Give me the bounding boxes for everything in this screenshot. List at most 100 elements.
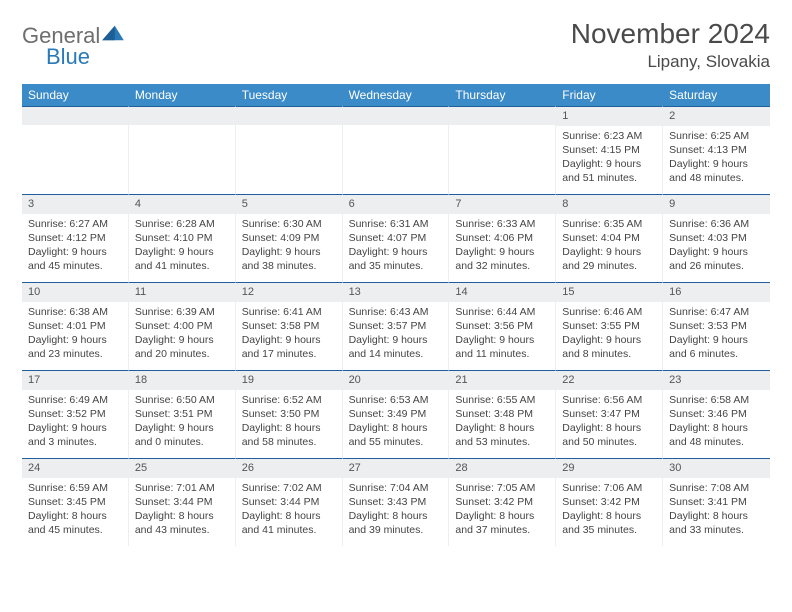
sunrise-line: Sunrise: 6:33 AM — [455, 217, 549, 231]
weekday-header-row: SundayMondayTuesdayWednesdayThursdayFrid… — [22, 84, 770, 106]
sunset-line: Sunset: 3:56 PM — [455, 319, 549, 333]
daylight-line: Daylight: 8 hours and 39 minutes. — [349, 509, 443, 537]
calendar: SundayMondayTuesdayWednesdayThursdayFrid… — [22, 84, 770, 546]
daylight-line: Daylight: 9 hours and 45 minutes. — [28, 245, 122, 273]
sunset-line: Sunset: 3:55 PM — [562, 319, 656, 333]
day-number: 2 — [663, 107, 770, 126]
daylight-line: Daylight: 8 hours and 53 minutes. — [455, 421, 549, 449]
sunrise-line: Sunrise: 7:02 AM — [242, 481, 336, 495]
daylight-line: Daylight: 9 hours and 32 minutes. — [455, 245, 549, 273]
sunset-line: Sunset: 3:46 PM — [669, 407, 764, 421]
day-number: 30 — [663, 459, 770, 478]
sunrise-line: Sunrise: 6:36 AM — [669, 217, 764, 231]
day-number: 19 — [236, 371, 342, 390]
daylight-line: Daylight: 9 hours and 8 minutes. — [562, 333, 656, 361]
day-cell-14: 14Sunrise: 6:44 AMSunset: 3:56 PMDayligh… — [449, 282, 556, 370]
day-number: 22 — [556, 371, 662, 390]
sunrise-line: Sunrise: 6:52 AM — [242, 393, 336, 407]
sunrise-line: Sunrise: 7:01 AM — [135, 481, 229, 495]
empty-cell — [343, 106, 450, 194]
sunrise-line: Sunrise: 7:04 AM — [349, 481, 443, 495]
day-number: 17 — [22, 371, 128, 390]
day-number: 13 — [343, 283, 449, 302]
sunrise-line: Sunrise: 6:31 AM — [349, 217, 443, 231]
day-cell-21: 21Sunrise: 6:55 AMSunset: 3:48 PMDayligh… — [449, 370, 556, 458]
weekday-thursday: Thursday — [449, 84, 556, 106]
day-cell-17: 17Sunrise: 6:49 AMSunset: 3:52 PMDayligh… — [22, 370, 129, 458]
sunset-line: Sunset: 3:44 PM — [135, 495, 229, 509]
day-number: 5 — [236, 195, 342, 214]
sunrise-line: Sunrise: 7:08 AM — [669, 481, 764, 495]
daylight-line: Daylight: 9 hours and 11 minutes. — [455, 333, 549, 361]
daylight-line: Daylight: 9 hours and 51 minutes. — [562, 157, 656, 185]
sunset-line: Sunset: 3:49 PM — [349, 407, 443, 421]
day-cell-1: 1Sunrise: 6:23 AMSunset: 4:15 PMDaylight… — [556, 106, 663, 194]
sunrise-line: Sunrise: 6:53 AM — [349, 393, 443, 407]
daylight-line: Daylight: 9 hours and 6 minutes. — [669, 333, 764, 361]
day-cell-22: 22Sunrise: 6:56 AMSunset: 3:47 PMDayligh… — [556, 370, 663, 458]
day-number: 23 — [663, 371, 770, 390]
weekday-sunday: Sunday — [22, 84, 129, 106]
day-cell-7: 7Sunrise: 6:33 AMSunset: 4:06 PMDaylight… — [449, 194, 556, 282]
day-cell-23: 23 Sunrise: 6:58 AMSunset: 3:46 PMDayligh… — [663, 370, 770, 458]
daylight-line: Daylight: 9 hours and 41 minutes. — [135, 245, 229, 273]
day-cell-4: 4Sunrise: 6:28 AMSunset: 4:10 PMDaylight… — [129, 194, 236, 282]
daylight-line: Daylight: 8 hours and 58 minutes. — [242, 421, 336, 449]
sunrise-line: Sunrise: 6:35 AM — [562, 217, 656, 231]
day-number: 4 — [129, 195, 235, 214]
day-number: 21 — [449, 371, 555, 390]
weekday-friday: Friday — [556, 84, 663, 106]
daylight-line: Daylight: 8 hours and 35 minutes. — [562, 509, 656, 537]
sunset-line: Sunset: 4:07 PM — [349, 231, 443, 245]
sunset-line: Sunset: 4:10 PM — [135, 231, 229, 245]
day-cell-28: 28Sunrise: 7:05 AMSunset: 3:42 PMDayligh… — [449, 458, 556, 546]
empty-cell — [236, 106, 343, 194]
day-number: 3 — [22, 195, 128, 214]
empty-cell — [22, 106, 129, 194]
daylight-line: Daylight: 9 hours and 23 minutes. — [28, 333, 122, 361]
sunset-line: Sunset: 3:51 PM — [135, 407, 229, 421]
sunrise-line: Sunrise: 6:23 AM — [562, 129, 656, 143]
day-cell-27: 27Sunrise: 7:04 AMSunset: 3:43 PMDayligh… — [343, 458, 450, 546]
sunrise-line: Sunrise: 7:06 AM — [562, 481, 656, 495]
day-number: 11 — [129, 283, 235, 302]
daylight-line: Daylight: 9 hours and 0 minutes. — [135, 421, 229, 449]
sunset-line: Sunset: 3:47 PM — [562, 407, 656, 421]
sunrise-line: Sunrise: 6:58 AM — [669, 393, 764, 407]
daylight-line: Daylight: 9 hours and 3 minutes. — [28, 421, 122, 449]
sunset-line: Sunset: 3:53 PM — [669, 319, 764, 333]
sunset-line: Sunset: 3:58 PM — [242, 319, 336, 333]
daylight-line: Daylight: 9 hours and 20 minutes. — [135, 333, 229, 361]
day-number: 8 — [556, 195, 662, 214]
day-cell-19: 19Sunrise: 6:52 AMSunset: 3:50 PMDayligh… — [236, 370, 343, 458]
day-cell-2: 2Sunrise: 6:25 AMSunset: 4:13 PMDaylight… — [663, 106, 770, 194]
day-number: 24 — [22, 459, 128, 478]
weekday-saturday: Saturday — [663, 84, 770, 106]
day-cell-6: 6Sunrise: 6:31 AMSunset: 4:07 PMDaylight… — [343, 194, 450, 282]
daylight-line: Daylight: 8 hours and 37 minutes. — [455, 509, 549, 537]
sunrise-line: Sunrise: 6:50 AM — [135, 393, 229, 407]
daylight-line: Daylight: 8 hours and 41 minutes. — [242, 509, 336, 537]
daylight-line: Daylight: 9 hours and 26 minutes. — [669, 245, 764, 273]
weekday-monday: Monday — [129, 84, 236, 106]
location-label: Lipany, Slovakia — [571, 52, 770, 72]
day-cell-5: 5Sunrise: 6:30 AMSunset: 4:09 PMDaylight… — [236, 194, 343, 282]
day-cell-8: 8Sunrise: 6:35 AMSunset: 4:04 PMDaylight… — [556, 194, 663, 282]
daylight-line: Daylight: 8 hours and 48 minutes. — [669, 421, 764, 449]
sunrise-line: Sunrise: 6:38 AM — [28, 305, 122, 319]
sunset-line: Sunset: 4:04 PM — [562, 231, 656, 245]
day-cell-29: 29 Sunrise: 7:06 AMSunset: 3:42 PMDayligh… — [556, 458, 663, 546]
daylight-line: Daylight: 8 hours and 55 minutes. — [349, 421, 443, 449]
sunrise-line: Sunrise: 6:44 AM — [455, 305, 549, 319]
daylight-line: Daylight: 8 hours and 43 minutes. — [135, 509, 229, 537]
sunset-line: Sunset: 4:15 PM — [562, 143, 656, 157]
day-number: 15 — [556, 283, 662, 302]
day-cell-30: 30Sunrise: 7:08 AMSunset: 3:41 PMDayligh… — [663, 458, 770, 546]
calendar-body: 1Sunrise: 6:23 AMSunset: 4:15 PMDaylight… — [22, 106, 770, 546]
sunset-line: Sunset: 3:42 PM — [562, 495, 656, 509]
sunrise-line: Sunrise: 6:46 AM — [562, 305, 656, 319]
sunrise-line: Sunrise: 6:41 AM — [242, 305, 336, 319]
sunrise-line: Sunrise: 6:49 AM — [28, 393, 122, 407]
day-cell-11: 11Sunrise: 6:39 AMSunset: 4:00 PMDayligh… — [129, 282, 236, 370]
day-number: 29 — [556, 459, 662, 478]
